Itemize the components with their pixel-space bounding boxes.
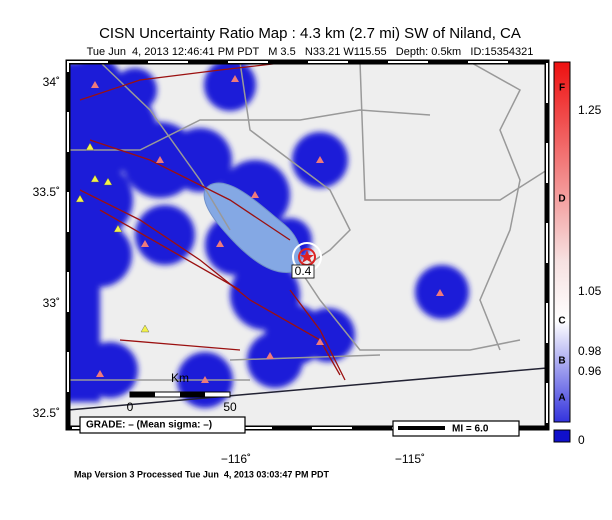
colorbar-label: 1.05 [578, 284, 602, 298]
colorbar-label: B [558, 356, 565, 367]
latitude-label: 33.5˚ [33, 185, 60, 199]
colorbar-label: 1.25 [578, 103, 602, 117]
latitude-label: 34˚ [43, 75, 60, 89]
colorbar-label: 0 [578, 433, 585, 447]
colorbar-gradient [553, 61, 571, 423]
longitude-label: −115˚ [395, 452, 425, 466]
colorbar-label: D [558, 194, 565, 205]
colorbar-label: F [559, 83, 565, 94]
colorbar-label: 0.98 [578, 344, 602, 358]
stations-yellow [75, 142, 150, 333]
grade: GRADE: – (Mean sigma: –) [86, 420, 212, 431]
footer: Map Version 3 Processed Tue Jun 4, 2013 … [74, 469, 329, 479]
title: CISN Uncertainty Ratio Map : 4.3 km (2.7… [99, 25, 521, 42]
colorbar-label: A [558, 393, 565, 404]
border [68, 367, 547, 411]
colorbar-label: 0.96 [578, 364, 602, 378]
longitude-label: −116˚ [221, 452, 251, 466]
subtitle: Tue Jun 4, 2013 12:46:41 PM PDT M 3.5 N3… [87, 46, 534, 58]
map-frame-ticks [67, 61, 548, 429]
colorbar: F 1.25 D 1.05 C 0.98 B 0.96 A 0 [553, 61, 602, 447]
epicenter: 0.4 [291, 242, 322, 279]
scale-end: 50 [223, 400, 237, 414]
grade-box [79, 416, 246, 434]
faults [79, 62, 346, 381]
colorbar-label: C [558, 316, 565, 327]
roads [68, 62, 547, 381]
intensity-legend: MI = 6.0 [452, 424, 489, 435]
intensity-box [392, 420, 520, 437]
scale-bar: Km 0 50 [127, 371, 237, 414]
map: 0.4 [68, 62, 547, 428]
stations [91, 75, 444, 383]
epicenter-label: 0.4 [295, 264, 312, 278]
scale-unit: Km [171, 371, 189, 385]
scale-start: 0 [127, 400, 134, 414]
latitude-label: 33˚ [43, 296, 60, 310]
colorbar-zero [553, 429, 571, 443]
latitude-label: 32.5˚ [33, 406, 60, 420]
uncertainty-areas [68, 62, 469, 408]
